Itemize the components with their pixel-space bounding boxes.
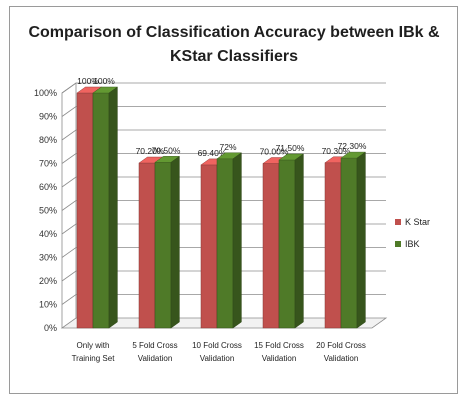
data-label: 70.30% bbox=[322, 146, 351, 156]
data-label: 100% bbox=[77, 76, 99, 86]
bar-k-star bbox=[138, 162, 156, 329]
x-tick-label: 15 Fold Cross bbox=[254, 341, 304, 350]
x-tick-label: Only with bbox=[77, 341, 110, 350]
data-label: 72.30% bbox=[338, 141, 367, 151]
x-tick-label: 5 Fold Cross bbox=[132, 341, 177, 350]
y-tick-label: 80% bbox=[39, 135, 57, 145]
bar-side-face bbox=[232, 152, 242, 329]
bar-k-star bbox=[76, 92, 94, 329]
y-tick-label: 60% bbox=[39, 182, 57, 192]
data-label: 71.50% bbox=[276, 143, 305, 153]
bar-ibk bbox=[92, 92, 110, 329]
bar-ibk bbox=[154, 162, 172, 329]
y-axis-line bbox=[61, 82, 77, 328]
data-label: 69.40% bbox=[198, 148, 227, 158]
data-label: 70.20% bbox=[136, 146, 165, 156]
chart-title-line-1: Comparison of Classification Accuracy be… bbox=[28, 24, 440, 41]
bar-k-star bbox=[324, 162, 342, 329]
bar-k-star bbox=[200, 164, 218, 329]
y-tick-label: 0% bbox=[44, 323, 57, 333]
chart-frame: Comparison of Classification Accuracy be… bbox=[9, 6, 458, 394]
legend-swatch-ibk bbox=[395, 241, 401, 247]
x-tick-label: Training Set bbox=[72, 354, 116, 363]
data-label: 100% bbox=[93, 76, 115, 86]
legend-label: K Star bbox=[405, 217, 430, 227]
x-tick-label: 20 Fold Cross bbox=[316, 341, 366, 350]
y-tick-label: 40% bbox=[39, 229, 57, 239]
bar-side-face bbox=[170, 155, 180, 329]
y-tick-label: 70% bbox=[39, 159, 57, 169]
bar-ibk bbox=[278, 159, 296, 329]
data-label: 70.00% bbox=[260, 147, 289, 157]
bar-chart: Comparison of Classification Accuracy be… bbox=[28, 24, 440, 363]
x-tick-label: Validation bbox=[262, 354, 297, 363]
y-tick-label: 50% bbox=[39, 206, 57, 216]
bar-ibk bbox=[340, 157, 358, 329]
y-tick-label: 10% bbox=[39, 300, 57, 310]
legend-label: IBK bbox=[405, 239, 420, 249]
x-tick-label: Validation bbox=[324, 354, 359, 363]
x-tick-label: 10 Fold Cross bbox=[192, 341, 242, 350]
legend-swatch-k-star bbox=[395, 219, 401, 225]
data-label: 70.50% bbox=[152, 145, 181, 155]
bar-ibk bbox=[216, 158, 234, 329]
y-tick-label: 100% bbox=[34, 88, 57, 98]
y-tick-label: 30% bbox=[39, 253, 57, 263]
bar-side-face bbox=[294, 153, 304, 329]
x-tick-label: Validation bbox=[138, 354, 173, 363]
bar-side-face bbox=[356, 151, 366, 329]
bar-side-face bbox=[108, 86, 118, 329]
y-tick-label: 20% bbox=[39, 276, 57, 286]
y-tick-label: 90% bbox=[39, 112, 57, 122]
bar-k-star bbox=[262, 163, 280, 329]
x-tick-label: Validation bbox=[200, 354, 235, 363]
data-label: 72% bbox=[219, 142, 236, 152]
chart-title-line-2: KStar Classifiers bbox=[170, 48, 298, 65]
